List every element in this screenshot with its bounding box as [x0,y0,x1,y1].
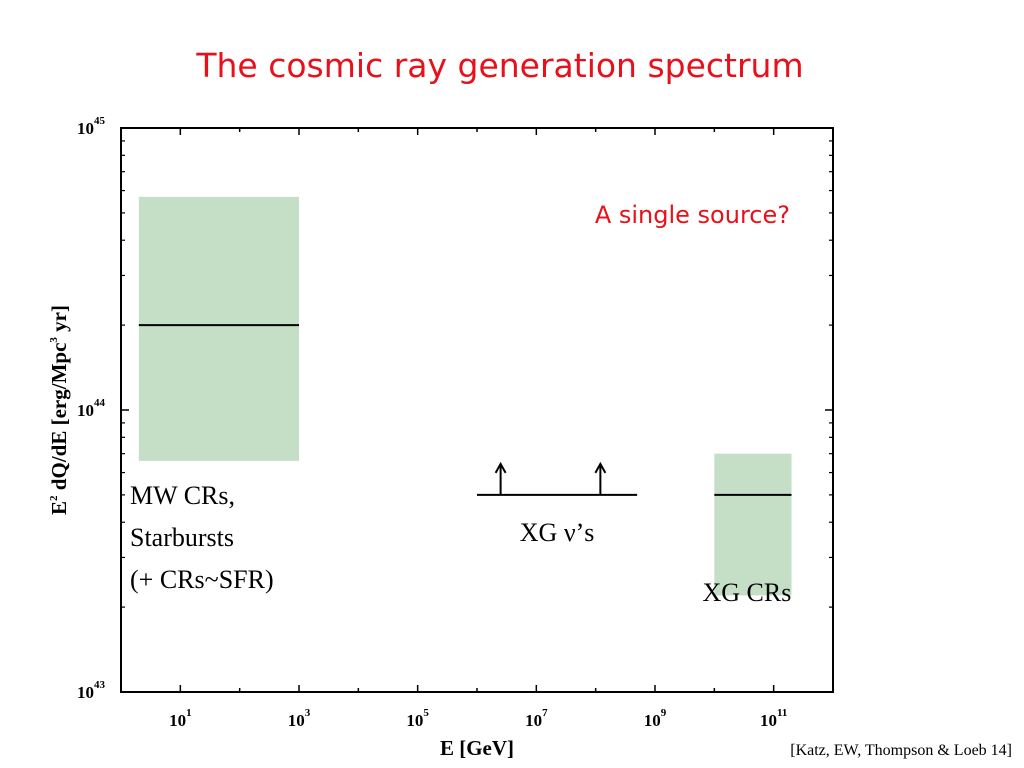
label-mw-crs-line: Starbursts [130,523,234,552]
citation: [Katz, EW, Thompson & Loeb 14] [790,742,1012,759]
uncertainty-band-2 [714,453,792,596]
bands-layer [138,196,792,596]
lower-limit-arrowhead-icon [494,461,507,474]
y-tick-label: 1043 [77,679,106,702]
x-tick-label: 105 [406,707,429,730]
y-axis-title: E2 dQ/dE [erg/Mpc3 yr] [47,305,71,515]
y-tick-label: 1045 [77,115,106,138]
x-tick-label: 101 [169,707,192,730]
x-tick-label: 103 [288,707,311,730]
labels-layer: MW CRs, Starbursts (+ CRs~SFR) XG ν’s XG CRs [130,481,791,607]
label-xg-neutrinos: XG ν’s [520,518,595,547]
x-tick-label: 109 [644,707,667,730]
lower-limit-arrowhead-icon [594,461,607,474]
y-axis-ticks: 1043 1044 1045 [77,115,833,702]
label-xg-crs: XG CRs [703,578,792,607]
uncertainty-band-0 [138,196,299,461]
x-tick-label: 107 [525,707,548,730]
lines-layer [138,324,792,496]
x-tick-label: 1011 [760,707,787,730]
x-axis-ticks: 101 103 105 107 109 1011 [120,128,834,730]
y-tick-label: 1044 [77,397,106,420]
x-axis-title: E [GeV] [440,736,514,760]
annotation-single-source: A single source? [595,201,790,229]
slide-title: The cosmic ray generation spectrum [196,46,804,85]
label-mw-crs-line: (+ CRs~SFR) [130,565,274,594]
label-mw-crs-line: MW CRs, [130,481,235,510]
